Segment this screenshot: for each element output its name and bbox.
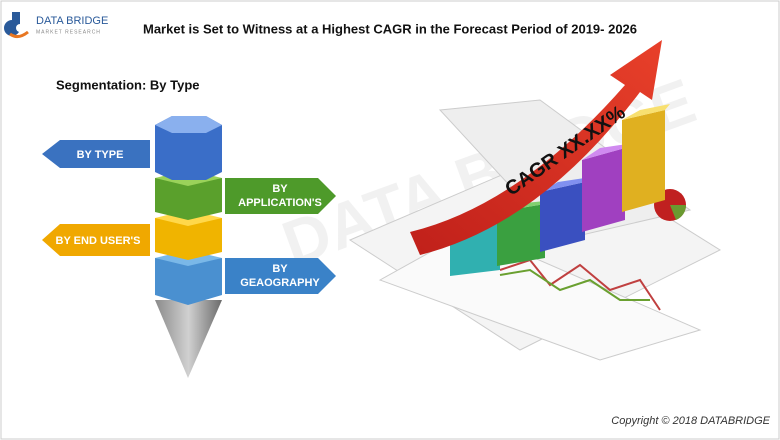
- logo-name: DATA BRIDGE: [36, 15, 108, 27]
- segment-label: BY: [272, 263, 288, 275]
- subtitle: Segmentation: By Type: [56, 77, 200, 92]
- copyright: Copyright © 2018 DATABRIDGE: [611, 415, 770, 427]
- logo-tagline: MARKET RESEARCH: [36, 29, 101, 35]
- segment-arrow: BY APPLICATION'S: [225, 178, 336, 214]
- segment-label: APPLICATION'S: [238, 197, 322, 209]
- segment-arrow: BY GEAOGRAPHY: [225, 258, 336, 294]
- segment-label: GEAOGRAPHY: [240, 277, 320, 289]
- segment-arrow: BY END USER'S: [42, 224, 150, 256]
- segment-label: BY: [272, 183, 288, 195]
- pencil-stack: [155, 116, 222, 378]
- segment-label: BY TYPE: [77, 149, 124, 161]
- title: Market is Set to Witness at a Highest CA…: [143, 21, 637, 36]
- segment-arrow: BY TYPE: [42, 140, 150, 168]
- logo: DATA BRIDGE MARKET RESEARCH: [4, 12, 108, 39]
- segment-label: BY END USER'S: [56, 235, 141, 247]
